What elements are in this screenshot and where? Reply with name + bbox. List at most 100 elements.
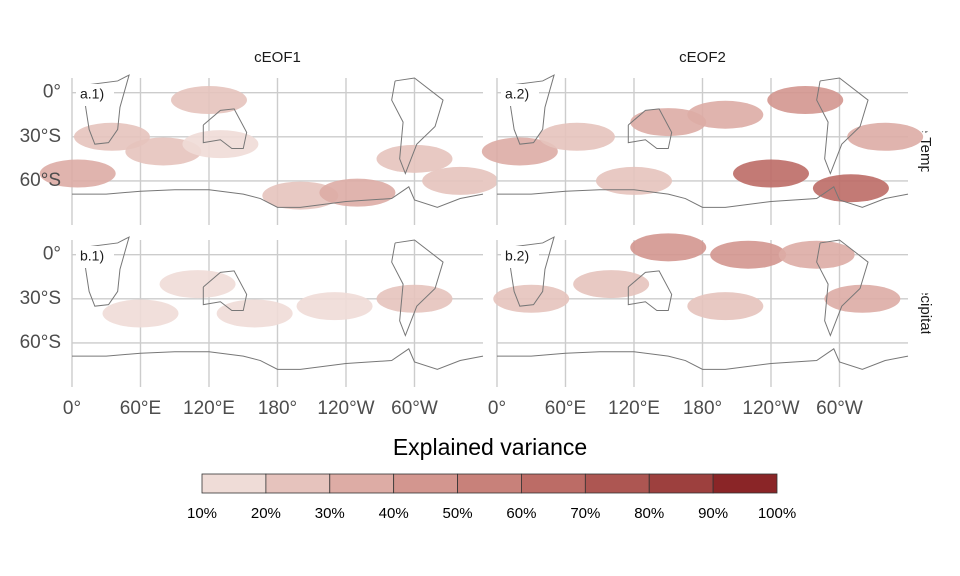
variance-patch <box>125 137 202 166</box>
variance-patch <box>422 166 499 195</box>
coastline <box>82 236 130 307</box>
coastline <box>391 239 444 337</box>
variance-patch <box>376 284 453 313</box>
legend-title: Explained variance <box>393 434 587 460</box>
map-panel: a.2) <box>481 74 924 225</box>
x-tick-label: 60°W <box>391 398 438 419</box>
row-strip-label: 2-metre Temperature <box>917 82 934 222</box>
variance-patch <box>687 100 764 129</box>
variance-patch <box>73 122 150 151</box>
row-strip-label: Precipitation <box>917 272 934 355</box>
variance-patch <box>102 299 179 328</box>
x-tick-label: 180° <box>258 398 297 419</box>
coastline <box>816 77 869 175</box>
legend-tick-label: 20% <box>251 505 281 522</box>
variance-patch <box>767 86 844 115</box>
coastline <box>497 348 909 370</box>
variance-patch <box>39 159 116 188</box>
variance-patch <box>847 122 924 151</box>
map-panel: b.1) <box>71 236 484 387</box>
variance-patch <box>824 284 901 313</box>
legend-swatch <box>393 473 458 494</box>
variance-patch <box>778 240 855 269</box>
x-tick-label: 0° <box>63 398 81 419</box>
x-tick-label: 120°W <box>317 398 374 419</box>
x-tick-label: 60°W <box>816 398 863 419</box>
legend-tick-label: 60% <box>506 505 536 522</box>
legend-swatch <box>329 473 395 494</box>
variance-patch <box>812 174 889 203</box>
panel-label: a.1) <box>80 86 104 102</box>
variance-patch <box>216 299 293 328</box>
x-tick-label: 120°W <box>742 398 799 419</box>
panel-label-box <box>76 246 114 268</box>
legend-swatch <box>521 473 586 494</box>
legend-swatch <box>457 473 522 494</box>
coastline <box>507 236 555 307</box>
variance-patch <box>630 108 707 137</box>
legend-swatch <box>712 473 778 494</box>
coastline <box>202 270 248 312</box>
variance-patch <box>596 166 672 195</box>
x-tick-label: 60°E <box>120 398 161 419</box>
x-tick-label: 180° <box>683 398 722 419</box>
panel-label: b.1) <box>80 248 104 264</box>
coastline <box>497 186 909 208</box>
variance-patch <box>710 240 787 269</box>
variance-patch <box>262 181 339 210</box>
y-tick-label: 60°S <box>20 170 61 191</box>
coastline <box>82 74 130 145</box>
variance-patch <box>538 122 615 151</box>
x-tick-label: 120°E <box>183 398 235 419</box>
legend-tick-label: 90% <box>698 505 728 522</box>
panel-label-box <box>501 84 539 106</box>
variance-patch <box>319 178 396 207</box>
panel-label-box <box>501 246 539 268</box>
variance-patch <box>493 284 570 313</box>
variance-patch <box>573 270 650 299</box>
coastline <box>72 186 484 208</box>
panel-label-box <box>76 84 114 106</box>
variance-patch <box>182 130 259 159</box>
variance-patch <box>296 292 373 321</box>
legend-swatch <box>265 473 331 494</box>
coastline <box>507 74 555 145</box>
variance-patch <box>159 270 236 299</box>
legend-tick-label: 50% <box>443 505 473 522</box>
y-tick-label: 60°S <box>20 332 61 353</box>
map-panel: b.2) <box>493 233 909 387</box>
legend-tick-label: 30% <box>315 505 345 522</box>
variance-patch <box>687 292 764 321</box>
x-tick-label: 60°E <box>545 398 586 419</box>
variance-patch <box>733 159 809 188</box>
coastline <box>627 270 673 312</box>
legend-tick-label: 10% <box>187 505 217 522</box>
legend-tick-label: 80% <box>634 505 664 522</box>
legend-tick-label: 70% <box>570 505 600 522</box>
legend-swatch <box>201 473 267 494</box>
coastline <box>391 77 444 175</box>
legend-tick-label: 100% <box>758 505 796 522</box>
legend-swatch <box>648 473 714 494</box>
x-tick-label: 0° <box>488 398 506 419</box>
legend-swatch <box>584 473 650 494</box>
variance-patch <box>630 233 707 262</box>
y-tick-label: 30°S <box>20 288 61 309</box>
variance-patch <box>481 137 558 166</box>
y-tick-label: 30°S <box>20 126 61 147</box>
coastline <box>202 108 248 150</box>
coastline <box>72 348 484 370</box>
y-tick-label: 0° <box>43 82 61 103</box>
coastline <box>816 239 869 337</box>
map-panel: a.1) <box>39 74 499 225</box>
y-tick-label: 0° <box>43 244 61 265</box>
column-title: cEOF2 <box>679 49 726 66</box>
variance-patch <box>376 144 453 173</box>
column-title: cEOF1 <box>254 49 301 66</box>
coastline <box>627 108 673 150</box>
panel-label: b.2) <box>505 248 529 264</box>
variance-patch <box>171 86 247 115</box>
x-tick-label: 120°E <box>608 398 660 419</box>
panel-label: a.2) <box>505 86 529 102</box>
